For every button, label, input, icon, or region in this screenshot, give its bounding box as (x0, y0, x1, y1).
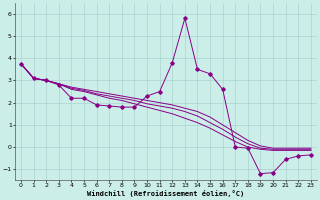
X-axis label: Windchill (Refroidissement éolien,°C): Windchill (Refroidissement éolien,°C) (87, 190, 244, 197)
